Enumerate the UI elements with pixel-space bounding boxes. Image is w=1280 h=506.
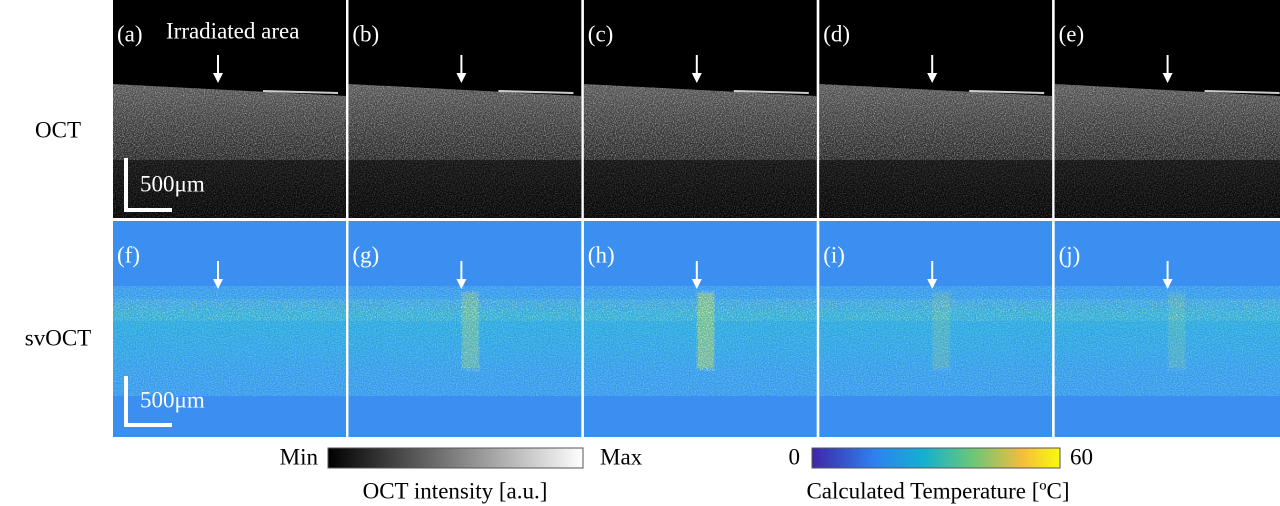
arrow-head [456,279,467,289]
colorbar-title: OCT intensity [a.u.] [363,478,548,503]
scale-bar [124,158,172,427]
arrow-head [691,279,702,289]
surface-reflection [262,90,339,94]
arrow-head [691,73,702,83]
hot-column-speckle [696,291,715,371]
panel-label: (e) [1059,21,1085,46]
colorbar-min: Min [280,444,319,469]
image-panel: (j) [1054,221,1280,437]
image-panel: (b) [348,0,582,218]
surface-reflection [733,90,809,94]
arrow-head [1162,279,1173,289]
arrow-head [213,279,223,289]
panel-label: (g) [352,242,379,267]
colorbar-min: 0 [789,444,801,469]
surface-reflection [498,90,574,94]
panel-label: (j) [1059,242,1081,267]
image-panel: (f) [113,221,346,437]
panel-label: (h) [588,242,615,267]
surface-reflection [1204,90,1280,94]
colorbar-title: Calculated Temperature [ºC] [806,478,1069,503]
image-panel: (d) [819,0,1053,218]
image-panel: (g) [348,221,582,437]
colorbar [327,447,584,469]
image-panel: (e) [1054,0,1280,218]
arrow-head [456,73,467,83]
panels: (a) (b) (c) (d) (e) (f) (g) (h) (i) (j) [113,0,1280,437]
shadow [1054,160,1280,218]
hot-column-speckle [461,291,480,371]
hot-column-speckle [1167,291,1186,371]
colorbar-max: 60 [1070,444,1093,469]
arrow-head [213,73,223,83]
scale-bar-label: 500μm [140,171,205,196]
arrow-head [927,73,938,83]
shadow [583,160,817,218]
colorbar-max: Max [600,444,643,469]
hot-column-speckle [932,291,951,371]
row-label: svOCT [25,325,91,350]
panel-label: (f) [117,242,140,267]
shadow [348,160,582,218]
panel-label: (c) [588,21,614,46]
image-panel: (c) [583,0,817,218]
speckle [1054,299,1280,321]
row-label: OCT [35,117,81,142]
panel-label: (a) [117,21,143,46]
surface-reflection [969,90,1045,94]
speckle [113,299,346,321]
arrow-head [927,279,938,289]
panel-label: (i) [823,242,845,267]
shadow [819,160,1053,218]
image-panel: (a) [113,0,346,218]
panel-label: (b) [352,21,379,46]
annotation: Irradiated area [166,18,299,43]
image-panel: (i) [819,221,1053,437]
arrow-head [1162,73,1173,83]
scale-bar-label: 500μm [140,387,205,412]
colorbar [811,447,1061,469]
image-panel: (h) [583,221,817,437]
panel-label: (d) [823,21,850,46]
